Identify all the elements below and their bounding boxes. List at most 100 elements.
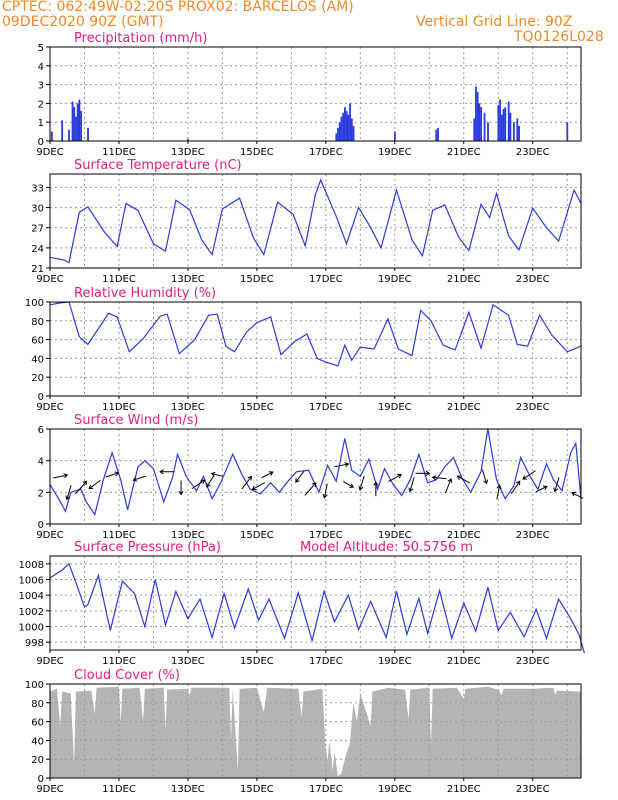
wind-vector-head [542,485,548,491]
wind-vector [304,482,317,496]
precip-bar [347,114,350,141]
precip-bar [497,105,500,141]
precip-bar [487,122,489,141]
rh-x-tick-label: 23DEC [516,402,550,413]
rh-y-tick-label: 20 [31,373,44,384]
temp-x-tick-label: 19DEC [378,274,412,285]
wind-vector-head [251,485,257,491]
wind-vector [334,463,349,468]
precip-bar [518,125,520,141]
wind-vector [444,478,452,494]
wind-vector [133,475,147,481]
wind-title: Surface Wind (m/s) [74,413,198,428]
run-date: 09DEC2020 90Z (GMT) [2,14,164,30]
wind-x-tick-label: 17DEC [309,530,343,541]
wind-vector [522,470,536,480]
wind-vector [323,483,328,498]
precip-bar [342,112,345,141]
pressure-frame [49,555,582,651]
wind-vector-head [210,471,216,477]
precip-y-tick-label: 1 [38,118,44,129]
rh-frame [49,301,582,397]
wind-vector [432,476,447,480]
temp-series-line [49,178,582,264]
wind-vector-head [553,487,559,493]
wind-vector-head [247,475,252,481]
cloud-x-tick-label: 23DEC [516,784,550,795]
precip-bar [499,99,501,141]
wind-x-tick-label: 9DEC [36,530,63,541]
cloud-x-tick-label: 19DEC [378,784,412,795]
precip-bar [340,116,343,141]
temp-x-tick-label: 23DEC [516,274,550,285]
wind-vector-head [268,471,274,476]
rh-title: Relative Humidity (%) [74,286,216,301]
wind-vector-head [456,475,462,480]
wind-vector-head [349,483,355,488]
wind-x-tick-label: 23DEC [516,530,550,541]
rh-x-tick-label: 17DEC [309,402,343,413]
precip-frame [49,46,582,142]
wind-vector-head [522,475,528,480]
wind-vector [53,474,68,479]
precip-bar [80,110,83,141]
wind-vector-head [408,487,414,493]
wind-vector [295,470,305,483]
pressure-x-tick-label: 17DEC [309,656,343,667]
temp-x-tick-label: 15DEC [240,274,274,285]
wind-vector-head [431,475,437,481]
precip-bar [475,86,477,141]
precip-bar [61,120,64,141]
wind-vector [105,472,119,478]
wind-vector-head [200,479,206,485]
wind-y-tick-label: 6 [38,425,44,436]
wind-vector [261,471,274,479]
wind-vector-head [322,493,328,499]
wind-vector-head [496,484,502,490]
precip-bar [566,122,569,141]
wind-vector [66,485,72,500]
temp-y-tick-label: 27 [31,224,44,235]
pressure-title: Surface Pressure (hPa) [74,540,221,555]
wind-vector-head [295,478,300,483]
cloud-frame [49,683,582,779]
temp-y-tick-label: 30 [31,204,44,215]
wind-y-tick-label: 2 [38,488,44,499]
rh-x-tick-label: 11DEC [102,402,136,413]
precip-bar [500,114,503,141]
wind-vector [241,476,252,490]
wind-vector [359,475,365,490]
rh-y-tick-label: 80 [31,317,44,328]
wind-vector [88,479,101,490]
cloud-x-tick-label: 21DEC [447,784,481,795]
wind-vector-head [358,485,364,491]
temp-x-tick-label: 21DEC [447,274,481,285]
wind-vector-head [483,479,489,485]
cloud-y-tick-label: 20 [31,755,44,766]
precip-bar [68,129,70,141]
cloud-x-tick-label: 15DEC [240,784,274,795]
wind-vector-head [178,490,184,496]
precip-bar [476,92,479,141]
model-id: TQ0126L028 [514,29,604,45]
precip-bar [349,103,351,141]
pressure-y-tick-label: 1000 [19,623,44,634]
temp-x-tick-label: 17DEC [309,274,343,285]
wind-vector [457,475,471,484]
wind-x-tick-label: 13DEC [171,530,205,541]
precip-bar [504,107,507,141]
precip-y-tick-label: 5 [38,43,44,54]
rh-y-tick-label: 0 [38,392,44,403]
temp-x-tick-label: 11DEC [102,274,136,285]
pressure-y-tick-label: 1002 [19,607,44,618]
pressure-series-line [49,562,585,654]
wind-vector [554,477,560,492]
precip-bar [338,122,341,141]
temp-x-tick-label: 9DEC [36,274,63,285]
precip-x-tick-label: 9DEC [36,147,63,158]
pressure-x-tick-label: 9DEC [36,656,63,667]
cloud-y-tick-label: 60 [31,718,44,729]
cloud-x-tick-label: 13DEC [171,784,205,795]
rh-y-tick-label: 100 [25,298,44,309]
cloud-x-tick-label: 11DEC [102,784,136,795]
